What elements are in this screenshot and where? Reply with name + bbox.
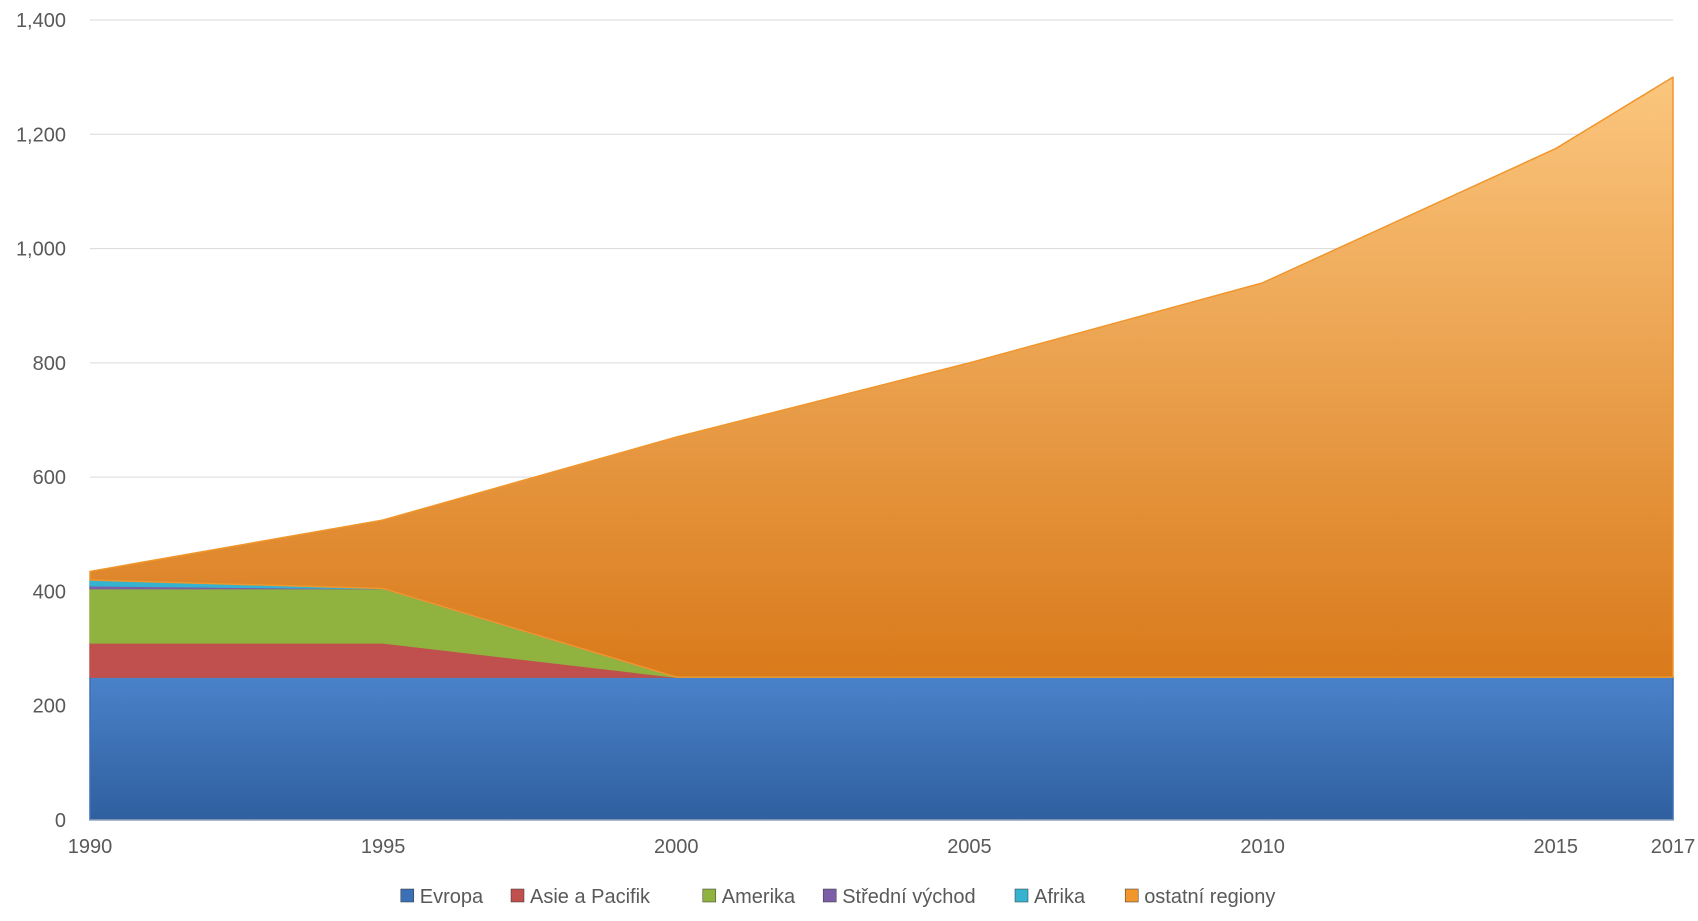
area-ostatní-regiony — [89, 76, 1674, 678]
y-tick-label: 800 — [33, 353, 66, 375]
y-tick-label: 0 — [55, 810, 66, 832]
legend-item: Evropa — [400, 886, 484, 908]
area-evropa — [89, 676, 1674, 821]
legend-label: Afrika — [1034, 886, 1086, 908]
x-tick-label: 2005 — [947, 836, 992, 858]
legend-item: Amerika — [702, 886, 796, 908]
legend-item: Střední východ — [822, 886, 976, 908]
x-tick-label: 1995 — [361, 836, 406, 858]
x-tick-label: 2010 — [1240, 836, 1285, 858]
legend-swatch — [1014, 888, 1029, 903]
legend-swatch — [510, 888, 525, 903]
legend-swatch — [400, 888, 415, 903]
legend-item: Asie a Pacifik — [510, 886, 651, 908]
y-tick-label: 1,400 — [16, 10, 66, 32]
legend-label: ostatní regiony — [1144, 886, 1275, 908]
area-series — [89, 76, 1674, 821]
y-tick-label: 1,200 — [16, 124, 66, 146]
legend-item: ostatní regiony — [1124, 886, 1275, 908]
legend-label: Střední východ — [842, 886, 975, 908]
y-tick-label: 600 — [33, 467, 66, 489]
legend-label: Amerika — [722, 886, 796, 908]
legend-swatch — [1124, 888, 1139, 903]
y-tick-label: 200 — [33, 696, 66, 718]
y-tick-label: 1,000 — [16, 239, 66, 261]
legend-label: Asie a Pacifik — [530, 886, 651, 908]
legend-swatch — [702, 888, 717, 903]
y-tick-label: 400 — [33, 581, 66, 603]
legend-swatch — [822, 888, 837, 903]
x-tick-label: 2000 — [654, 836, 699, 858]
axes: 0 200 400 600 800 1,000 1,200 1,400 1990 1995 2000… — [16, 10, 1695, 858]
x-tick-label: 2015 — [1533, 836, 1578, 858]
x-tick-label: 1990 — [68, 836, 113, 858]
legend-item: Afrika — [1014, 886, 1086, 908]
x-tick-label: 2017 — [1651, 836, 1696, 858]
legend: Evropa Asie a Pacifik Amerika Střední výcho… — [400, 886, 1275, 908]
legend-label: Evropa — [420, 886, 484, 908]
